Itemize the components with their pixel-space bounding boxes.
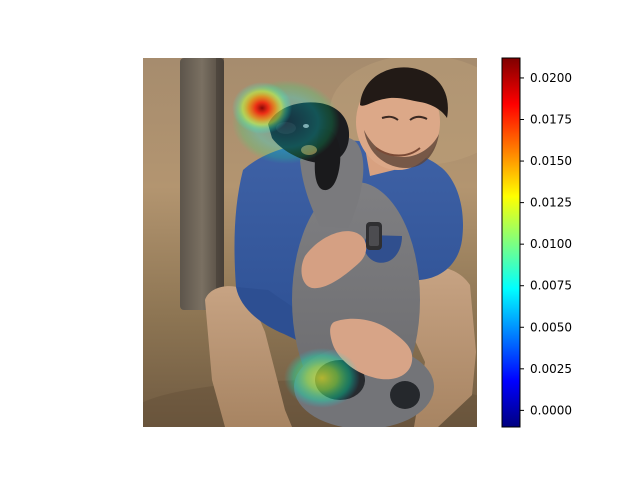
colorbar-tick-label: 0.0200 (530, 71, 572, 85)
colorbar: 0.0000 0.0025 0.0050 0.0075 0.0100 0.0125 0.01… (501, 57, 572, 428)
heatmap-hotspot-dog-hindquarter (284, 348, 360, 408)
dog-patch-2 (390, 381, 420, 409)
colorbar-tick-label: 0.0150 (530, 154, 572, 168)
watch-face (369, 226, 379, 246)
heatmap-hotspot-dog-ear-top (232, 82, 292, 134)
colorbar-tick-label: 0.0075 (530, 279, 572, 293)
man-beard (364, 130, 439, 168)
wooden-post (180, 58, 224, 310)
man-pants-left (205, 286, 292, 427)
colorbar-tick-label: 0.0100 (530, 237, 572, 251)
colorbar-tick-label: 0.0125 (530, 196, 572, 210)
colorbar-tick-label: 0.0000 (530, 403, 572, 417)
man-eye-right (409, 115, 428, 121)
man-smile (375, 147, 421, 157)
man-eye-left (381, 115, 399, 121)
man-hair (360, 67, 448, 118)
colorbar-tick-label: 0.0175 (530, 113, 572, 127)
colorbar-gradient (501, 57, 521, 428)
photo-panel (143, 58, 477, 427)
man-pants-right (402, 266, 476, 427)
man-upper-hand (301, 231, 367, 289)
colorbar-tick-label: 0.0050 (530, 320, 572, 334)
colorbar-tick-label: 0.0025 (530, 362, 572, 376)
wooden-post-shadow (216, 58, 224, 310)
colorbar-ticks: 0.0000 0.0025 0.0050 0.0075 0.0100 0.0125 0.01… (520, 71, 572, 417)
